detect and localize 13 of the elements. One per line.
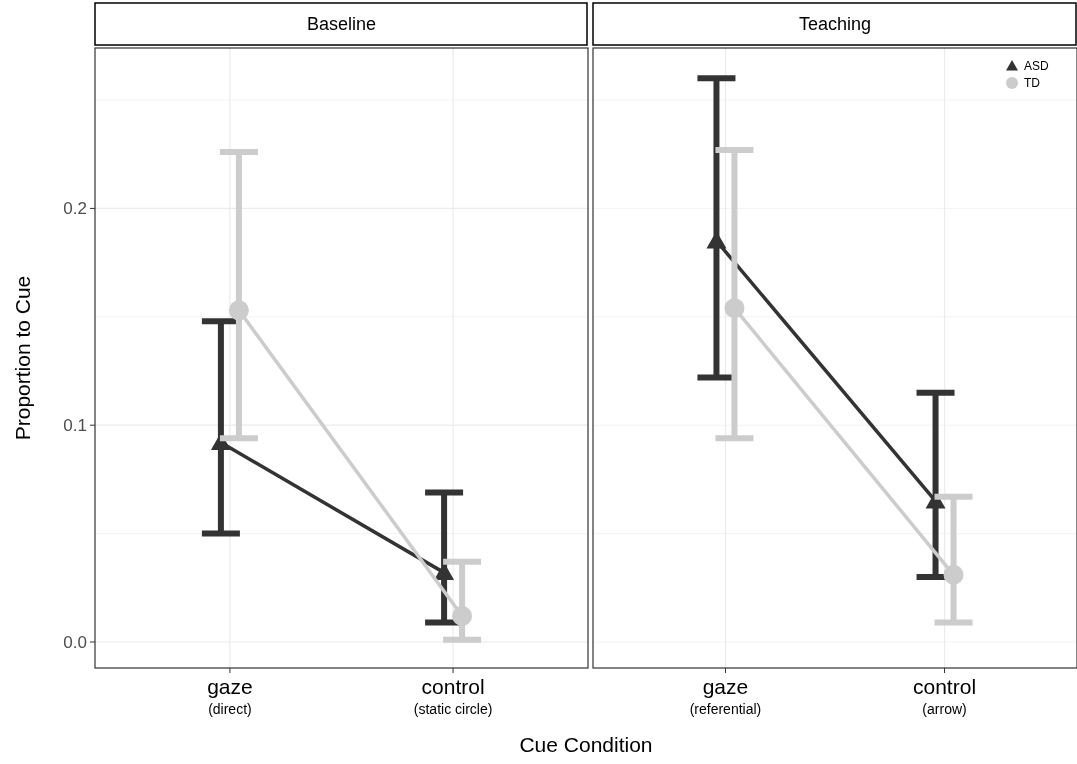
- legend-label: ASD: [1024, 59, 1050, 73]
- chart-title: Baseline: [306, 14, 377, 34]
- x-tick-label: control (static circle): [413, 675, 493, 717]
- x-tick-label: control (arrow): [913, 675, 977, 717]
- y-axis-title: Proportion to Cue: [11, 275, 34, 441]
- x-tick-label: gaze (referential): [689, 675, 762, 717]
- y-tick-label: 0.1: [63, 416, 87, 436]
- x-tick-label: gaze (direct): [207, 675, 253, 717]
- y-tick-label: 0.0: [63, 632, 87, 652]
- y-tick-label: 0.2: [63, 199, 87, 219]
- legend-label: TD: [1024, 76, 1041, 90]
- x-axis-title: Cue Condition: [519, 733, 653, 756]
- chart-title: Teaching: [798, 14, 872, 34]
